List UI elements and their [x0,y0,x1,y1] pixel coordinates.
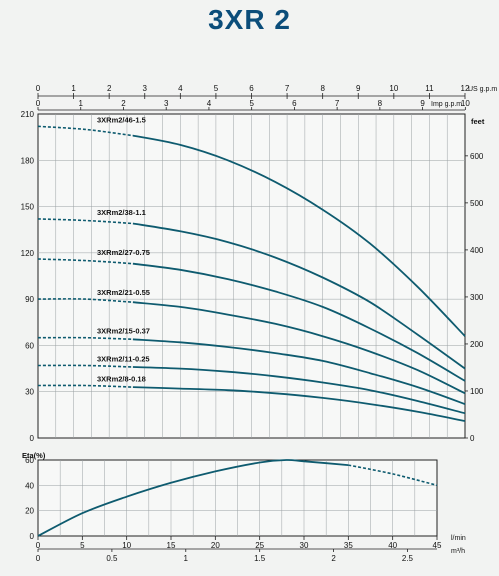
top-us-tick-label: 0 [36,84,41,93]
top-us-tick-label: 11 [425,84,434,93]
y-right-tick-label: 100 [470,387,484,396]
top-us-tick-label: 1 [71,84,76,93]
top-us-tick-label: 12 [461,84,470,93]
y-right-tick-label: 600 [470,152,484,161]
top-us-tick-label: 9 [356,84,361,93]
y-right-tick-label: 0 [470,434,475,443]
top-imp-tick-label: 0 [36,99,41,108]
efficiency-curve [37,459,349,537]
head-curve-shutoff [37,336,133,341]
y-tick-label: 90 [25,295,34,304]
y-right-tick-label: 300 [470,293,484,302]
head-curve-shutoff [37,298,133,303]
top-us-tick-label: 6 [249,84,254,93]
m3h-tick-label: 0.5 [106,554,118,563]
top-imp-tick-label: 7 [335,99,340,108]
top-us-tick-label: 10 [389,84,398,93]
head-curve [132,301,466,395]
head-curve-label: 3XRm2/21-0.55 [97,288,150,297]
head-curve-label: 3XRm2/15-0.37 [97,327,150,336]
eta-tick-label: 0 [30,532,35,541]
head-curve-label: 3XRm2/8-0.18 [97,375,146,384]
head-curve-label: 3XRm2/46-1.5 [97,115,146,124]
lpm-tick-label: 30 [300,541,309,550]
m3h-unit: m³/h [451,548,465,555]
eta-tick-label: 40 [25,481,34,490]
y-tick-label: 180 [21,156,35,165]
head-curve [132,262,466,382]
y-tick-label: 210 [21,110,35,119]
lpm-tick-label: 20 [211,541,220,550]
lpm-tick-label: 15 [167,541,176,550]
head-curve-label: 3XRm2/11-0.25 [97,354,150,363]
y-right-tick-label: 400 [470,246,484,255]
top-us-tick-label: 3 [143,84,148,93]
eta-tick-label: 60 [25,456,34,465]
head-curve [132,338,466,405]
eta-axis-label: Eta(%) [22,451,46,460]
head-curve [132,222,466,370]
top-imp-tick-label: 8 [378,99,383,108]
y-tick-label: 60 [25,341,34,350]
head-curve [132,366,466,415]
lpm-tick-label: 45 [433,541,442,550]
head-curve [132,386,466,422]
y-tick-label: 120 [21,249,35,258]
lpm-tick-label: 10 [122,541,131,550]
top-us-tick-label: 7 [285,84,290,93]
y-tick-label: 0 [30,434,35,443]
lpm-tick-label: 5 [80,541,85,550]
top-imp-tick-label: 10 [461,99,470,108]
head-curve-shutoff [37,364,133,368]
y-right-tick-label: 200 [470,340,484,349]
m3h-tick-label: 0 [36,554,41,563]
top-imp-tick-label: 3 [164,99,169,108]
m3h-tick-label: 2 [331,554,336,563]
eta-tick-label: 20 [25,507,34,516]
top-imp-tick-label: 9 [420,99,425,108]
top-us-tick-label: 2 [107,84,112,93]
y-tick-label: 150 [21,203,35,212]
top-imp-tick-label: 4 [207,99,212,108]
head-curve-shutoff [37,384,133,388]
lpm-tick-label: 35 [344,541,353,550]
top-us-tick-label: 5 [214,84,219,93]
y-right-tick-label: 500 [470,199,484,208]
head-curve-label: 3XRm2/38-1.1 [97,208,146,217]
top-us-tick-label: 4 [178,84,183,93]
top-imp-tick-label: 5 [249,99,254,108]
head-curve-shutoff [37,258,133,265]
lpm-tick-label: 0 [36,541,41,550]
m3h-tick-label: 1.5 [254,554,266,563]
lpm-tick-label: 40 [388,541,397,550]
head-curve [132,134,466,337]
efficiency-curve-dashed [348,464,438,487]
head-curve-label: 3XRm2/27-0.75 [97,248,150,257]
y-tick-label: 30 [25,388,34,397]
m3h-tick-label: 1 [184,554,189,563]
head-curve-shutoff [37,218,133,225]
top-imp-tick-label: 6 [292,99,297,108]
top-us-unit: US g.p.m [468,86,497,93]
lpm-tick-label: 25 [255,541,264,550]
top-imp-tick-label: 1 [79,99,84,108]
m3h-tick-label: 2.5 [402,554,414,563]
top-imp-unit: Imp g.p.m [431,101,462,108]
lpm-unit: l/min [451,535,466,542]
top-imp-tick-label: 2 [121,99,126,108]
chart-title: 3XR 2 [208,4,291,35]
y-right-unit-label: feet [471,117,485,126]
head-curve-shutoff [37,125,134,137]
top-us-tick-label: 8 [320,84,325,93]
